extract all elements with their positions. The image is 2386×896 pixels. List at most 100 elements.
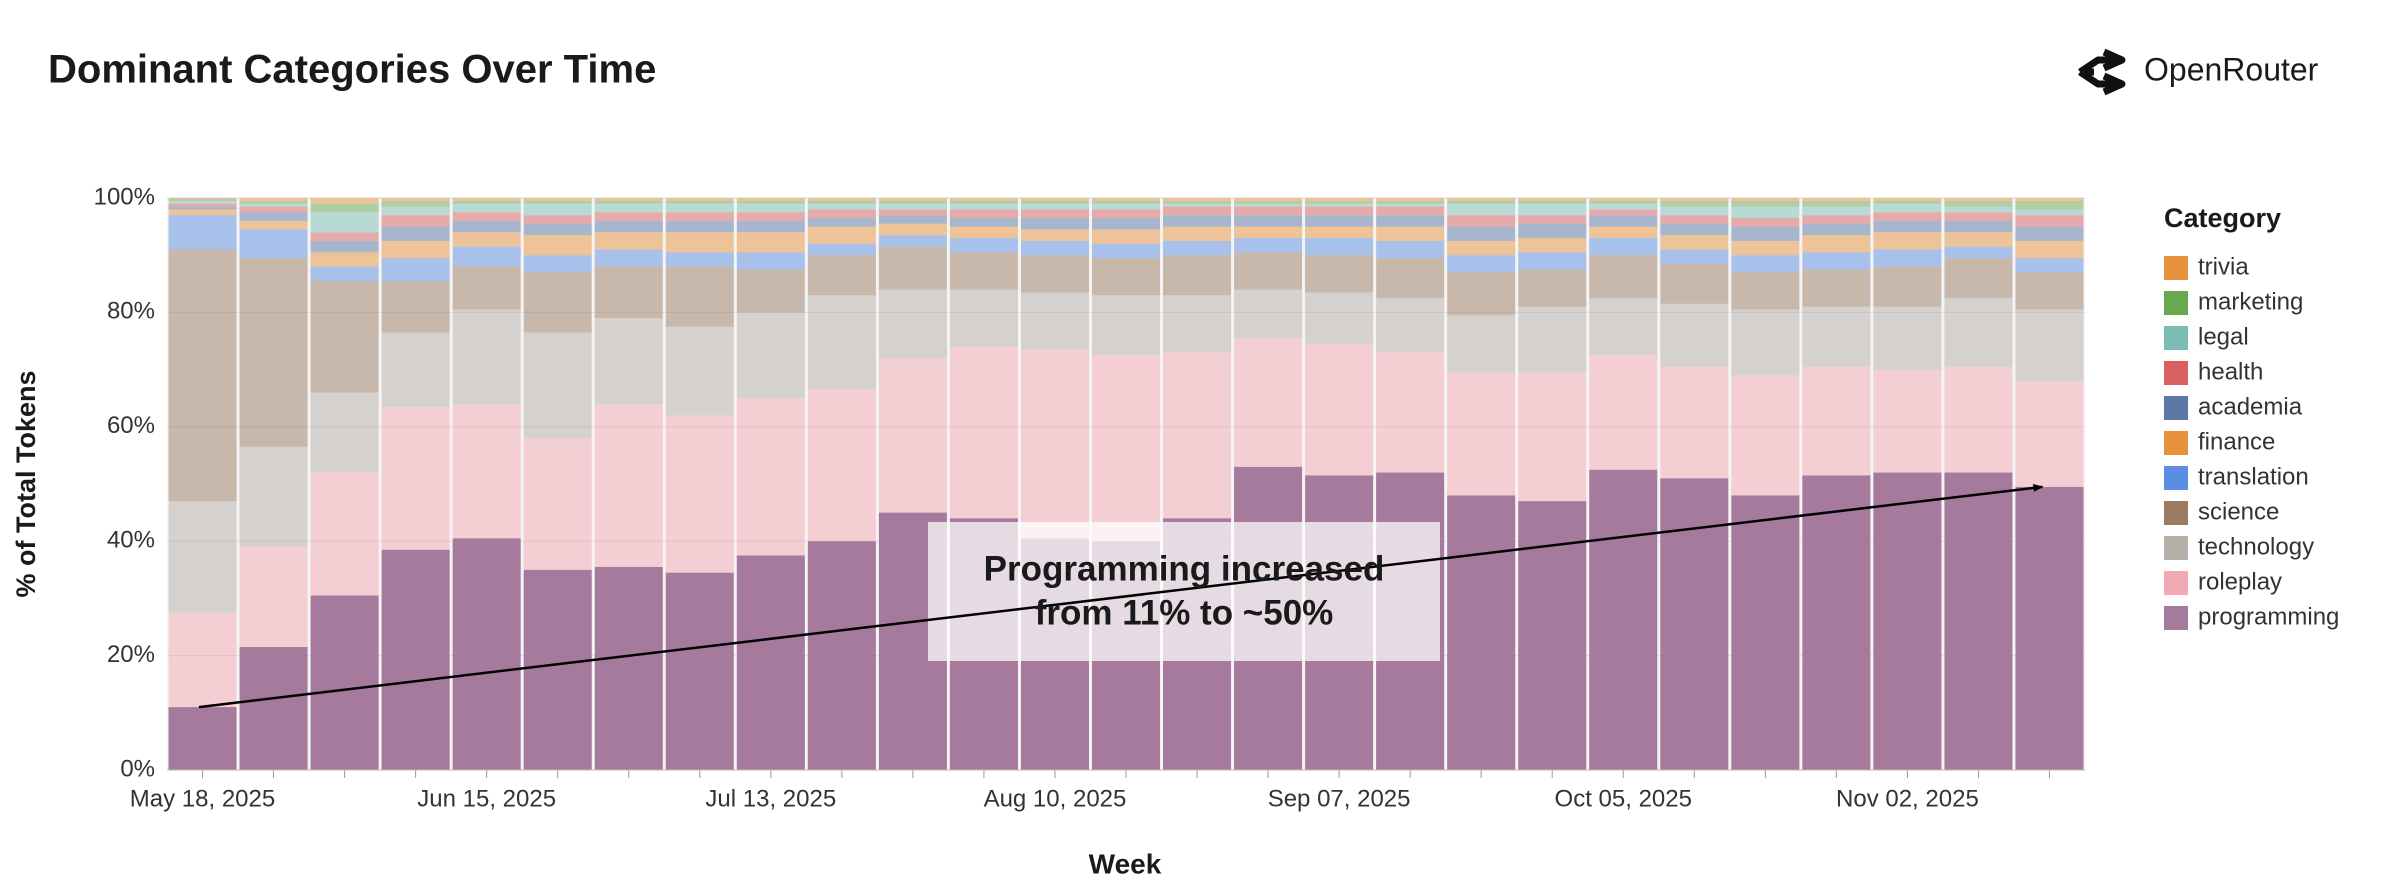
bar-segment [1163, 295, 1232, 353]
bar-segment [1091, 229, 1161, 244]
bar-segment [736, 212, 805, 221]
bar-segment [1447, 215, 1516, 227]
bar-segment [1376, 298, 1445, 353]
bar-segment [1091, 355, 1161, 542]
bar-segment [736, 198, 805, 201]
bar-segment [1802, 269, 1871, 307]
bar-segment [1376, 226, 1445, 241]
y-tick-label: 80% [107, 298, 155, 325]
bar-segment [381, 332, 450, 407]
x-tick-label: Sep 07, 2025 [1268, 785, 1411, 812]
bar-segment [1091, 203, 1161, 210]
bar-segment [310, 240, 379, 253]
bar-segment [1234, 289, 1303, 339]
bar-segment [168, 198, 237, 200]
bar-segment [2015, 215, 2084, 227]
bar-segment [594, 220, 663, 233]
bar-segment [2015, 200, 2084, 210]
bar-segment [1660, 263, 1729, 304]
bar-segment [665, 212, 734, 221]
bar-segment [1518, 223, 1587, 239]
bar-segment [1873, 220, 1942, 233]
y-axis-label: % of Total Tokens [11, 370, 41, 597]
bar-segment [168, 707, 237, 770]
bar-segment [239, 546, 308, 648]
bar-segment [1163, 198, 1232, 201]
bar-segment [1731, 495, 1800, 770]
bar-segment [523, 255, 592, 273]
bar-segment [168, 206, 237, 210]
bar-segment [1589, 198, 1658, 201]
bar-segment [665, 203, 734, 213]
bar-segment [452, 212, 521, 221]
bar-segment [878, 209, 947, 216]
bar-segment [1163, 240, 1232, 256]
bar-segment [1802, 198, 1871, 201]
legend-swatch [2164, 291, 2188, 315]
bar-segment [1234, 200, 1303, 204]
legend-swatch [2164, 256, 2188, 280]
bar-segment [736, 220, 805, 233]
bar-segment [807, 209, 876, 219]
bar-segment [1873, 306, 1942, 370]
bar-segment [523, 272, 592, 333]
bar-segment [239, 200, 308, 204]
bar-segment [665, 326, 734, 416]
bar-segment [1873, 266, 1942, 307]
bar-segment [1660, 478, 1729, 770]
bar-segment [1944, 220, 2013, 233]
bar-segment [736, 269, 805, 313]
bar-segment [523, 198, 592, 201]
bar-segment [1305, 203, 1374, 207]
bar-segment [1731, 200, 1800, 207]
bar-segment [1020, 229, 1089, 241]
bar-segment [807, 255, 876, 296]
bar-segment [1731, 375, 1800, 496]
bar-segment [381, 198, 450, 201]
bar-segment [452, 203, 521, 213]
bar-segment [665, 252, 734, 267]
bar-segment [523, 203, 592, 216]
bar-segment [1091, 198, 1161, 201]
bar-segment [949, 203, 1018, 210]
legend-label: health [2198, 358, 2263, 385]
bar-segment [594, 249, 663, 267]
bar-segment [1305, 292, 1374, 344]
bar-segment [1518, 238, 1587, 253]
bar-segment [1873, 200, 1942, 204]
bar-segment [1518, 306, 1587, 373]
legend-label: technology [2198, 533, 2314, 560]
bar-segment [1020, 203, 1089, 210]
bar-segment [1518, 252, 1587, 270]
bar-segment [665, 415, 734, 573]
bar-segment [1163, 226, 1232, 241]
annotation-text: from 11% to ~50% [1035, 593, 1334, 632]
bar-segment [239, 258, 308, 447]
bar-segment [1518, 372, 1587, 502]
bar-segment [1731, 272, 1800, 310]
bar-segment [1589, 209, 1658, 216]
bar-segment [1731, 309, 1800, 376]
bar-segment [1873, 203, 1942, 213]
y-tick-label: 0% [120, 755, 155, 782]
bar-segment [594, 266, 663, 319]
bar-segment [878, 246, 947, 290]
bar-segment [381, 206, 450, 216]
legend-swatch [2164, 501, 2188, 525]
bar-segment [878, 358, 947, 513]
bar-segment [1234, 238, 1303, 253]
bar-segment [949, 198, 1018, 201]
bar-segment [452, 220, 521, 233]
bar-segment [665, 198, 734, 201]
bar-segment [168, 200, 237, 204]
bar-segment [1234, 252, 1303, 290]
bar-segment [1802, 366, 1871, 476]
bar-segment [523, 569, 592, 770]
bar-segment [1944, 232, 2013, 247]
bar-segment [381, 215, 450, 227]
bar-segment [310, 266, 379, 281]
bar-segment [381, 240, 450, 259]
bar-segment [2015, 240, 2084, 259]
bar-segment [1020, 240, 1089, 256]
bar-segment [1447, 198, 1516, 201]
